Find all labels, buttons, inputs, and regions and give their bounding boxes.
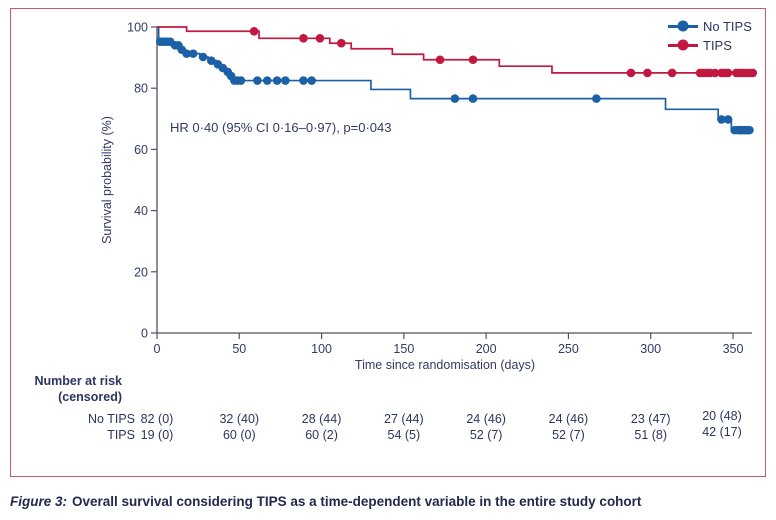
risk-cell: 20 (48) (702, 409, 742, 423)
x-tick-label: 0 (154, 342, 161, 356)
risk-row-label-no-tips: No TIPS (87, 412, 135, 426)
censor-mark (468, 55, 478, 65)
chart-legend: No TIPS TIPS (668, 19, 752, 57)
censor-mark (723, 68, 733, 78)
risk-row-label-tips: TIPS (107, 428, 135, 442)
censor-mark (207, 56, 216, 65)
x-tick-label: 200 (476, 342, 497, 356)
censor-mark (299, 34, 308, 43)
x-axis-title: Time since randomisation (days) (354, 358, 536, 372)
figure-caption-label: Figure 3: (10, 494, 68, 509)
legend-item-no-tips: No TIPS (668, 19, 752, 34)
hr-annotation: HR 0·40 (95% CI 0·16–0·97), p=0·043 (170, 120, 392, 135)
risk-cell: 82 (0) (140, 412, 174, 426)
censor-mark (307, 76, 316, 85)
figure-caption: Figure 3: Overall survival considering TI… (10, 494, 641, 509)
survival-curve-tips (157, 26, 755, 74)
censor-mark (315, 34, 325, 43)
censor-mark (337, 38, 346, 48)
legend-line-marker-icon (668, 20, 698, 32)
legend-label-tips: TIPS (703, 38, 732, 53)
censor-mark (643, 68, 652, 78)
censor-mark (592, 94, 601, 103)
legend-label-no-tips: No TIPS (703, 19, 752, 34)
censor-mark (748, 68, 758, 78)
censor-mark (710, 68, 720, 78)
risk-cell: 42 (17) (702, 425, 742, 439)
censor-mark (198, 52, 208, 62)
risk-cell: 52 (7) (552, 428, 585, 442)
censor-mark (188, 49, 198, 58)
x-tick-label: 350 (723, 342, 744, 356)
risk-cell: 32 (40) (219, 412, 260, 426)
risk-cell: 60 (2) (305, 428, 338, 442)
censor-mark (717, 115, 726, 124)
censor-mark (435, 55, 445, 65)
figure-border (10, 8, 766, 477)
risk-cell: 19 (0) (140, 428, 174, 442)
x-tick-label: 50 (232, 342, 246, 356)
x-tick-label: 250 (558, 342, 579, 356)
risk-cell: 24 (46) (548, 412, 589, 426)
y-tick-label: 40 (134, 204, 148, 218)
y-tick-label: 60 (134, 143, 148, 157)
censor-mark (262, 76, 272, 85)
survival-curve-no-tips (157, 26, 752, 131)
risk-cell: 60 (0) (222, 428, 256, 442)
risk-cell: 27 (44) (384, 412, 424, 426)
x-tick-label: 150 (393, 342, 414, 356)
censor-mark (236, 76, 246, 85)
risk-cell: 52 (7) (469, 428, 503, 442)
risk-table-header-line1: Number at risk (34, 374, 122, 388)
censor-mark (468, 94, 478, 103)
y-tick-label: 80 (134, 82, 148, 96)
legend-line-marker-icon (668, 39, 698, 51)
censor-mark (745, 125, 754, 135)
risk-table-header: Number at risk (censored) (20, 374, 122, 405)
risk-cell: 51 (8) (634, 428, 668, 442)
y-tick-label: 0 (141, 327, 148, 341)
legend-dot-icon (677, 20, 689, 32)
legend-item-tips: TIPS (668, 38, 752, 53)
risk-cell: 28 (44) (301, 412, 342, 426)
censor-mark (253, 76, 262, 85)
censor-mark (281, 76, 290, 85)
censor-mark (299, 76, 308, 85)
censor-mark (182, 49, 191, 58)
x-tick-label: 300 (640, 342, 661, 356)
censor-mark (249, 26, 259, 36)
censor-mark (626, 68, 636, 78)
censor-mark (723, 115, 733, 124)
y-tick-label: 100 (127, 21, 148, 35)
censor-mark (450, 94, 460, 103)
censor-mark (272, 76, 282, 85)
risk-cell: 23 (47) (630, 412, 671, 426)
figure-caption-text: Overall survival considering TIPS as a t… (72, 494, 642, 509)
y-axis-title: Survival probability (%) (100, 116, 114, 244)
y-tick-label: 20 (134, 265, 148, 279)
risk-cell: 54 (5) (387, 428, 421, 442)
x-tick-label: 100 (311, 342, 332, 356)
censor-mark (667, 68, 677, 78)
risk-table-header-line2: (censored) (58, 389, 122, 404)
legend-dot-icon (677, 39, 689, 51)
risk-cell: 24 (46) (466, 412, 506, 426)
